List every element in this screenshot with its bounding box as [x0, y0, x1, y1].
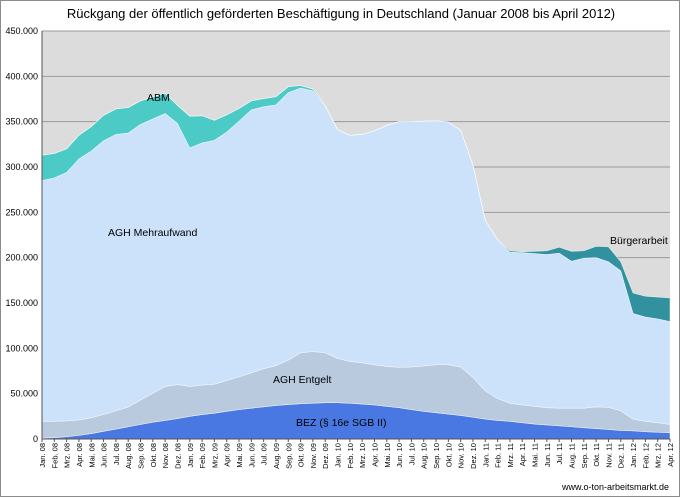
x-tick-label: Apr. 10: [370, 443, 379, 467]
x-tick-label: Feb. 10: [346, 443, 355, 468]
x-tick-label: Mai. 10: [383, 443, 392, 468]
y-tick-label: 300.000: [5, 162, 38, 172]
x-tick-label: Dez. 10: [469, 443, 478, 469]
series-label-agh-entgelt: AGH Entgelt: [273, 374, 331, 386]
x-tick-label: Jun. 08: [100, 443, 109, 468]
y-axis: 0 50.000 100.000 150.000 200.000 250.000 300.0…: [5, 26, 43, 444]
x-tick-label: Feb. 12: [641, 443, 650, 468]
y-tick-label: 50.000: [10, 389, 38, 399]
x-tick-label: Feb. 08: [50, 443, 59, 468]
x-tick-label: Jan. 08: [38, 443, 47, 468]
x-tick-label: Mrz. 12: [654, 443, 663, 468]
x-tick-label: Mai. 08: [87, 443, 96, 468]
x-tick-label: Jan. 09: [186, 443, 195, 468]
y-tick-label: 250.000: [5, 207, 38, 217]
y-tick-label: 0: [33, 434, 38, 444]
x-tick-label: Jun. 10: [395, 443, 404, 468]
x-tick-label: Apr. 11: [518, 443, 527, 466]
x-tick-label: Aug. 09: [272, 443, 281, 469]
x-tick-label: Nov. 11: [604, 443, 613, 468]
y-tick-label: 200.000: [5, 253, 38, 263]
x-tick-label: Mrz. 11: [506, 443, 515, 467]
series-labels: ABM AGH Mehraufwand Bürgerarbeit AGH Ent…: [108, 92, 668, 429]
y-tick-label: 150.000: [5, 298, 38, 308]
x-tick-label: Jun. 09: [247, 443, 256, 468]
x-tick-label: Okt. 09: [297, 443, 306, 467]
x-tick-label: Mai. 09: [235, 443, 244, 468]
series-label-bez: BEZ (§ 16e SGB II): [296, 417, 386, 429]
x-tick-label: Jan. 12: [629, 443, 638, 468]
area-series-b-rgerarbeit: [41, 85, 671, 322]
x-tick-label: Jan. 11: [481, 443, 490, 467]
x-tick-label: Mrz. 09: [210, 443, 219, 468]
series-areas: [41, 85, 671, 440]
x-tick-label: Aug. 08: [124, 443, 133, 469]
x-tick-label: Nov. 10: [457, 443, 466, 468]
source-credit: www.o-ton-arbeitsmarkt.de: [561, 482, 669, 492]
x-tick-label: Sep. 09: [284, 443, 293, 469]
series-label-agh-mehraufwand: AGH Mehraufwand: [108, 227, 197, 239]
x-tick-label: Jul. 11: [555, 443, 564, 465]
y-tick-label: 450.000: [5, 26, 38, 36]
x-tick-label: Dez. 11: [617, 443, 626, 468]
x-tick-label: Dez. 08: [173, 443, 182, 469]
x-tick-label: Apr. 09: [223, 443, 232, 467]
x-tick-label: Mai. 11: [531, 443, 540, 467]
x-tick-label: Apr. 12: [666, 443, 675, 467]
x-tick-label: Okt. 10: [444, 443, 453, 467]
x-tick-label: Apr. 08: [75, 443, 84, 467]
y-tick-label: 100.000: [5, 343, 38, 353]
series-label-buergerarbeit: Bürgerarbeit: [610, 235, 668, 247]
x-tick-label: Dez. 09: [321, 443, 330, 469]
y-tick-label: 400.000: [5, 71, 38, 81]
x-tick-label: Jul. 09: [260, 443, 269, 465]
x-tick-label: Nov. 08: [161, 443, 170, 468]
y-tick-label: 350.000: [5, 117, 38, 127]
x-tick-label: Feb. 11: [494, 443, 503, 468]
x-tick-label: Jul. 08: [112, 443, 121, 465]
x-tick-label: Mrz. 08: [63, 443, 72, 468]
x-tick-label: Sep. 08: [137, 443, 146, 469]
x-tick-label: Sep. 11: [580, 443, 589, 468]
x-tick-label: Jul. 10: [407, 443, 416, 465]
x-tick-label: Aug. 11: [567, 443, 576, 468]
x-tick-label: Sep. 10: [432, 443, 441, 469]
x-tick-label: Okt. 11: [592, 443, 601, 467]
x-tick-label: Feb. 09: [198, 443, 207, 468]
x-axis: Jan. 08 Feb. 08 Mrz. 08 Apr. 08 Mai. 08 Jun. …: [38, 438, 675, 469]
x-tick-label: Nov. 09: [309, 443, 318, 468]
x-tick-label: Mrz. 10: [358, 443, 367, 468]
x-tick-label: Aug. 10: [420, 443, 429, 469]
x-tick-label: Jun. 11: [543, 443, 552, 467]
series-label-abm: ABM: [147, 92, 170, 104]
x-tick-label: Okt. 08: [149, 443, 158, 467]
x-tick-label: Jan. 10: [334, 443, 343, 468]
chart-title: Rückgang der öffentlich geförderten Besc…: [67, 6, 615, 21]
